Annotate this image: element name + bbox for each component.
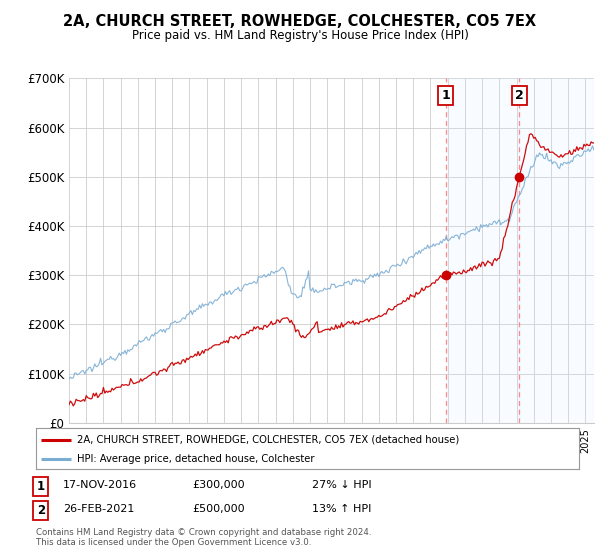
Text: 2A, CHURCH STREET, ROWHEDGE, COLCHESTER, CO5 7EX (detached house): 2A, CHURCH STREET, ROWHEDGE, COLCHESTER,… <box>77 435 459 445</box>
Text: 1: 1 <box>37 480 45 493</box>
Text: Contains HM Land Registry data © Crown copyright and database right 2024.
This d: Contains HM Land Registry data © Crown c… <box>36 528 371 547</box>
Text: 13% ↑ HPI: 13% ↑ HPI <box>312 504 371 514</box>
Text: 2: 2 <box>37 504 45 517</box>
Bar <box>519 78 594 423</box>
Text: 26-FEB-2021: 26-FEB-2021 <box>63 504 134 514</box>
Text: 2: 2 <box>515 88 523 102</box>
Text: 1: 1 <box>441 88 450 102</box>
Text: 2A, CHURCH STREET, ROWHEDGE, COLCHESTER, CO5 7EX: 2A, CHURCH STREET, ROWHEDGE, COLCHESTER,… <box>64 14 536 29</box>
Text: 17-NOV-2016: 17-NOV-2016 <box>63 480 137 490</box>
Text: £300,000: £300,000 <box>192 480 245 490</box>
Text: 27% ↓ HPI: 27% ↓ HPI <box>312 480 371 490</box>
Bar <box>446 78 519 423</box>
Text: £500,000: £500,000 <box>192 504 245 514</box>
Text: Price paid vs. HM Land Registry's House Price Index (HPI): Price paid vs. HM Land Registry's House … <box>131 29 469 42</box>
Text: HPI: Average price, detached house, Colchester: HPI: Average price, detached house, Colc… <box>77 454 314 464</box>
